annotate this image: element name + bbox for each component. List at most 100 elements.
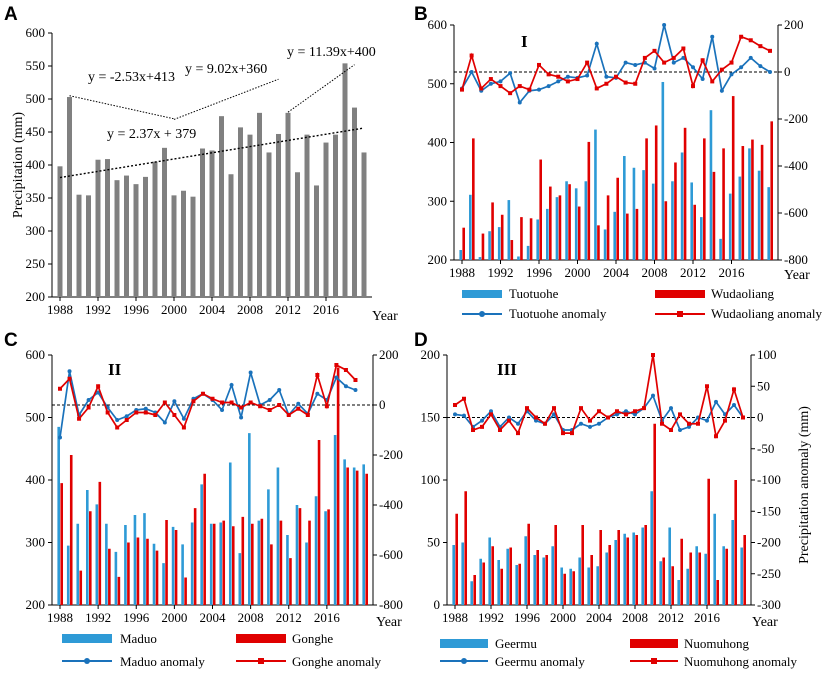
legend-label-gonghe-anomaly: Gonghe anomaly (292, 654, 382, 669)
point-tuotuohe-anomaly-2016 (729, 72, 734, 77)
point-wudaoliang-anomaly-2004 (614, 74, 618, 79)
point-geermu-anomaly-1994 (507, 415, 511, 420)
bar-nuomuhong-1990 (473, 575, 476, 605)
point-maduo-anomaly-2015 (315, 391, 320, 396)
panel-a-ylabel: Precipitation (mm) (11, 112, 26, 218)
bar-gonghe-2007 (241, 516, 245, 605)
point-maduo-anomaly-1997 (143, 406, 148, 411)
bar-wudaoliang-1988 (462, 227, 465, 260)
bar-maduo-1991 (85, 490, 89, 605)
panel-a-y-tick-label: 300 (26, 223, 46, 238)
panel-letter-d: D (414, 330, 428, 351)
panel-a-y-tick-label: 450 (26, 124, 46, 139)
point-tuotuohe-anomaly-1994 (517, 100, 522, 105)
bar-precipitation-2020 (361, 152, 367, 297)
point-maduo-anomaly-1995 (124, 414, 129, 419)
bar-gonghe-2011 (279, 520, 283, 605)
bar-wudaoliang-2000 (577, 206, 581, 260)
bar-tuotuohe-2017 (738, 176, 742, 260)
line-wudaoliang-anomaly (461, 35, 771, 95)
bar-nuomuhong-2000 (563, 573, 566, 605)
point-gonghe-anomaly-2013 (296, 406, 301, 411)
point-wudaoliang-anomaly-2013 (700, 58, 705, 63)
bar-nuomuhong-2001 (572, 571, 575, 605)
bar-nuomuhong-1995 (518, 563, 521, 605)
bar-nuomuhong-2004 (599, 530, 602, 605)
panel-b-x-tick-label: 1988 (449, 265, 475, 280)
point-maduo-anomaly-2008 (248, 370, 253, 375)
bar-maduo-1992 (95, 504, 99, 605)
point-wudaoliang-anomaly-1988 (460, 87, 464, 92)
point-tuotuohe-anomaly-2011 (681, 55, 686, 60)
point-tuotuohe-anomaly-1998 (556, 79, 561, 84)
panel-d-right-ylabel: Precipitation anomaly (mm) (797, 406, 812, 564)
bar-nuomuhong-1998 (545, 555, 548, 605)
bar-tuotuohe-1995 (526, 245, 530, 260)
bar-maduo-1996 (133, 515, 137, 605)
point-gonghe-anomaly-2016 (324, 404, 329, 409)
bar-gonghe-2009 (260, 518, 264, 605)
point-nuomuhong-anomaly-2007 (624, 412, 628, 417)
trend-label-overall: y = 2.37x + 379 (107, 127, 196, 142)
legend-d: Geermu Nuomuhong Geermu anomaly Nuomuhon… (440, 636, 798, 669)
bar-gonghe-2001 (184, 577, 187, 605)
bar-wudaoliang-2017 (741, 146, 745, 260)
bar-wudaoliang-2019 (760, 144, 764, 260)
bar-tuotuohe-1992 (497, 227, 501, 260)
bar-maduo-2009 (257, 520, 261, 605)
bar-precipitation-2009 (257, 112, 262, 297)
point-geermu-anomaly-2002 (579, 421, 583, 426)
point-gonghe-anomaly-2014 (305, 413, 310, 417)
bar-gonghe-1988 (60, 483, 63, 605)
panel-b-right-tick-label: -600 (784, 205, 808, 220)
bar-nuomuhong-1991 (482, 562, 485, 605)
bar-geermu-2001 (569, 568, 572, 605)
panel-d-x-tick-label: 2012 (658, 610, 684, 625)
bar-gonghe-2013 (298, 508, 302, 605)
bar-wudaoliang-2010 (674, 162, 677, 260)
bar-precipitation-2005 (219, 116, 224, 297)
bar-wudaoliang-1998 (558, 195, 562, 260)
legend-marker-geermu-anomaly (461, 658, 467, 664)
point-geermu-anomaly-2006 (615, 412, 619, 417)
bar-wudaoliang-1990 (481, 233, 485, 260)
panel-a-y-tick-label: 500 (26, 91, 46, 106)
bar-maduo-2001 (181, 544, 184, 605)
bar-geermu-2019 (731, 520, 734, 605)
bar-geermu-2008 (632, 532, 635, 605)
point-nuomuhong-anomaly-2019 (732, 387, 736, 392)
bar-precipitation-2014 (304, 134, 310, 297)
bar-precipitation-2003 (200, 148, 205, 297)
point-gonghe-anomaly-2019 (353, 378, 358, 382)
panel-d-x-tick-label: 1988 (442, 610, 468, 625)
point-gonghe-anomaly-2009 (258, 404, 263, 409)
bar-tuotuohe-2011 (680, 152, 684, 260)
bar-nuomuhong-2017 (716, 580, 719, 605)
bar-precipitation-1994 (114, 180, 120, 297)
bar-nuomuhong-2005 (608, 545, 611, 605)
bar-tuotuohe-2004 (613, 211, 616, 260)
bar-wudaoliang-2018 (751, 139, 754, 260)
bar-maduo-1988 (57, 426, 60, 605)
panel-a-x-tick-label: 1992 (85, 302, 111, 317)
legend-c: Maduo Gonghe Maduo anomaly Gonghe anomal… (62, 631, 382, 669)
bar-wudaoliang-1993 (510, 240, 514, 260)
point-gonghe-anomaly-1997 (143, 410, 148, 415)
bar-geermu-1990 (470, 581, 473, 605)
region-label-i: I (521, 32, 528, 51)
bar-nuomuhong-2008 (635, 535, 638, 605)
bar-nuomuhong-2009 (644, 525, 647, 605)
point-wudaoliang-anomaly-2020 (768, 48, 772, 53)
point-geermu-anomaly-2010 (651, 393, 655, 398)
bar-maduo-2007 (238, 553, 242, 605)
bar-maduo-1994 (114, 551, 118, 605)
point-nuomuhong-anomaly-2010 (651, 353, 655, 357)
bar-maduo-2018 (343, 459, 346, 605)
trend-label-segment-2: y = 9.02x+360 (185, 62, 267, 77)
bar-tuotuohe-1993 (507, 200, 511, 260)
bar-maduo-2010 (267, 489, 270, 605)
bar-geermu-1999 (551, 546, 554, 605)
panel-b-x-tick-label: 2004 (603, 265, 630, 280)
panel-b-right-tick-label: 0 (784, 64, 791, 79)
point-nuomuhong-anomaly-1992 (489, 412, 493, 417)
